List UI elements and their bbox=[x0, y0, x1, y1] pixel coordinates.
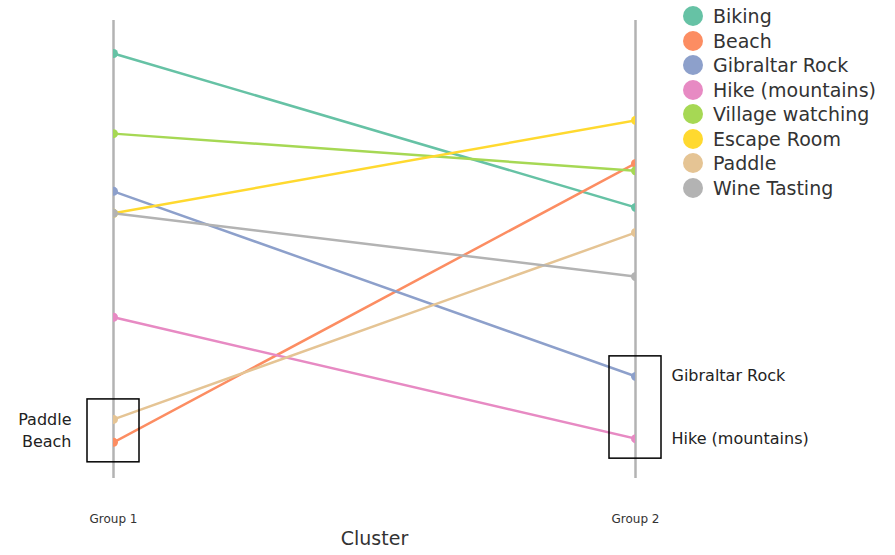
html-text:Paddle: Paddle bbox=[713, 152, 777, 175]
svg-text:Group 2: Group 2 bbox=[612, 512, 660, 526]
svg-text:Paddle: Paddle bbox=[18, 410, 71, 429]
html-text:Hike (mountains): Hike (mountains) bbox=[713, 78, 876, 101]
svg-text:Beach: Beach bbox=[22, 432, 72, 451]
html-text:Wine Tasting: Wine Tasting bbox=[713, 176, 834, 199]
html-text:Village watching: Village watching bbox=[713, 103, 870, 126]
svg-text:Group 1: Group 1 bbox=[90, 512, 138, 526]
svg-text:Hike (mountains): Hike (mountains) bbox=[672, 429, 809, 448]
html-text:Gibraltar Rock: Gibraltar Rock bbox=[713, 54, 849, 77]
svg-text:Gibraltar Rock: Gibraltar Rock bbox=[672, 366, 787, 385]
svg-text:Cluster: Cluster bbox=[341, 527, 409, 549]
html-text:Biking: Biking bbox=[713, 5, 772, 28]
html-text:Escape Room: Escape Room bbox=[713, 127, 841, 150]
html-text:Beach: Beach bbox=[713, 29, 772, 52]
